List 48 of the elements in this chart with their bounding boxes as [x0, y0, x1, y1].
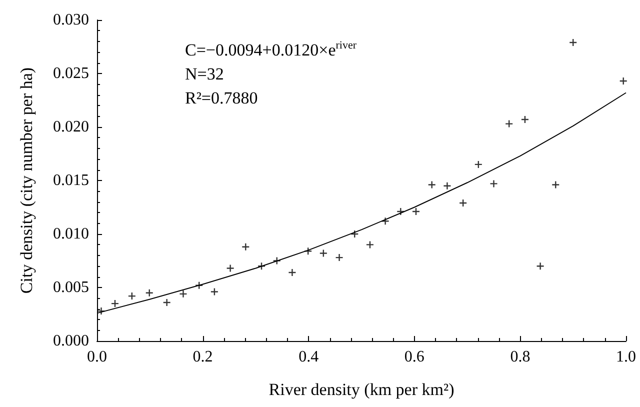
point	[226, 264, 234, 272]
annotation: R²=0.7880	[185, 88, 258, 108]
point	[128, 292, 136, 300]
x-tick-label: 0.6	[404, 348, 424, 366]
point	[210, 288, 219, 296]
point	[350, 230, 359, 238]
point	[428, 180, 436, 189]
y-tick-label: 0.020	[53, 118, 89, 136]
point	[335, 253, 344, 262]
point	[474, 160, 483, 169]
annotation: N=32	[185, 64, 224, 84]
point	[490, 180, 498, 188]
y-axis-title: City density (city number per ha)	[17, 67, 36, 294]
point	[520, 115, 530, 124]
x-tick-label: 0.4	[298, 348, 319, 366]
point	[619, 76, 628, 86]
x-tick-label: 0.2	[192, 348, 213, 366]
y-tick-label: 0.015	[53, 172, 89, 189]
point	[536, 262, 544, 270]
point	[412, 207, 420, 216]
point	[396, 207, 405, 216]
x-tick-label: 0.0	[87, 348, 107, 366]
y-tick-label: 0.025	[53, 65, 89, 82]
point	[257, 262, 266, 270]
point	[366, 240, 374, 249]
y-tick-label: 0.000	[53, 332, 89, 350]
point	[504, 120, 514, 128]
point	[319, 249, 328, 258]
point	[272, 256, 281, 265]
point	[381, 217, 390, 226]
point	[194, 281, 204, 290]
point	[242, 242, 250, 251]
x-axis-title: River density (km per km²)	[268, 380, 454, 399]
y-tick-label: 0.005	[53, 279, 89, 296]
point	[304, 247, 312, 256]
point	[552, 180, 560, 189]
point	[145, 288, 154, 297]
point	[162, 298, 171, 307]
point	[110, 299, 120, 308]
point	[288, 268, 296, 277]
point	[569, 38, 578, 47]
y-tick-label: 0.030	[53, 12, 89, 28]
x-tick-label: 0.8	[510, 348, 530, 366]
point	[179, 290, 188, 298]
point	[443, 182, 452, 190]
point	[458, 198, 468, 208]
x-tick-label: 1.0	[616, 348, 636, 366]
y-tick-label: 0.010	[53, 226, 89, 242]
